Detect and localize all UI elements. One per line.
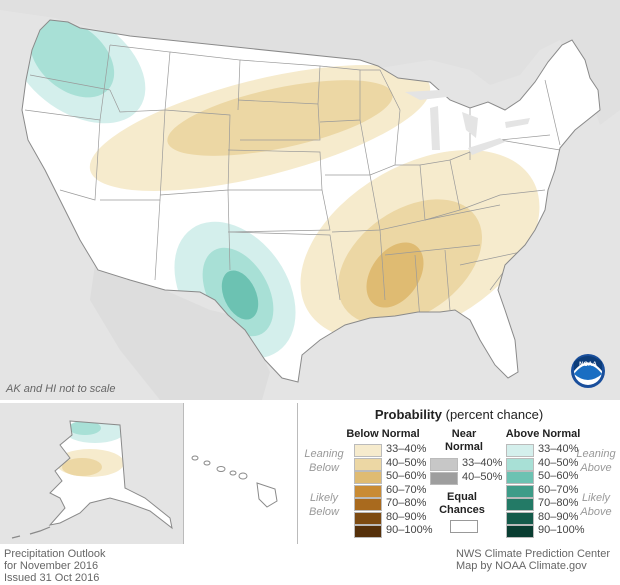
likely-above-label: Likely Above [580,492,612,518]
above-normal-range-label: 50–60% [538,470,579,482]
below-normal-range-label: 33–40% [386,443,427,455]
outlook-caption: Precipitation Outlook for November 2016 … [4,548,106,584]
above-normal-swatch [506,471,534,484]
caption-line-3: Issued 31 Oct 2016 [4,572,100,584]
lake-ontario [505,118,530,128]
noaa-logo: NOAA [571,354,605,388]
below-normal-range-label: 50–60% [386,470,427,482]
scale-note: AK and HI not to scale [6,383,116,395]
above-normal-range-label: 40–50% [538,456,579,469]
equal-chances-label: Equal Chances [439,491,485,516]
near-normal-swatch [430,458,458,471]
credits: NWS Climate Prediction Center Map by NOA… [456,548,610,572]
likely-below-label: Likely Below [309,492,339,518]
above-40-northwest [29,20,115,98]
below-40-north-plains [167,80,393,156]
legend-title-rest: (percent chance) [442,407,544,422]
lake-superior [405,90,455,100]
near-normal-range-label: 40–50% [462,470,503,483]
above-normal-range-label: 33–40% [538,443,579,455]
below-normal-range-label: 40–50% [386,456,427,469]
below-normal-range-label: 90–100% [386,524,433,536]
above-normal-swatch [506,484,534,498]
caption-line-2: for November 2016 [4,560,99,572]
near-normal-header: Near Normal [445,428,483,453]
alaska-inset [0,403,184,544]
below-normal-swatch [354,511,382,525]
below-normal-swatch [354,498,382,511]
below-normal-swatch [354,471,382,484]
below-normal-swatch [354,525,382,538]
noaa-logo-text: NOAA [579,362,597,368]
hawaii-islands [191,455,278,508]
above-normal-swatch [506,498,534,511]
above-50-texas [221,270,259,320]
below-normal-swatch [354,457,382,471]
above-normal-swatch [506,525,534,538]
above-normal-range-label: 80–90% [538,510,579,523]
above-normal-range-label: 70–80% [538,497,579,509]
above-normal-swatch [506,444,534,457]
above-normal-swatch [506,457,534,471]
lake-erie [468,138,505,155]
precipitation-outlook-map: NOAA [0,0,620,400]
below-normal-range-label: 80–90% [386,510,427,523]
below-normal-swatch [354,444,382,457]
credit-line-2: Map by NOAA Climate.gov [455,560,587,572]
above-normal-range-label: 60–70% [538,483,579,496]
below-normal-range-label: 60–70% [386,483,427,496]
near-normal-swatch [430,471,458,485]
lake-huron [462,112,478,138]
above-normal-swatch [506,511,534,525]
below-50-southeast [366,242,424,308]
legend-title: Probability (percent chance) [298,407,620,422]
alaska-shading [56,421,125,477]
leaning-below-label: Leaning Below [304,448,344,474]
mexico-land [90,265,270,400]
credit-line-1: NWS Climate Prediction Center [455,548,610,560]
probability-legend: Probability (percent chance) Below Norma… [298,403,620,544]
equal-chances-swatch [450,520,478,533]
above-normal-header: Above Normal [505,428,581,440]
lake-michigan [430,106,440,150]
near-normal-range-label: 33–40% [462,457,503,469]
below-normal-header: Below Normal [346,428,420,440]
legend-title-bold: Probability [374,407,442,422]
hawaii-inset [185,403,298,544]
canada-land [0,0,620,125]
aleutian-islands [11,526,51,539]
above-normal-range-label: 90–100% [538,524,585,536]
below-normal-range-label: 70–80% [386,497,427,509]
below-normal-swatch [354,484,382,498]
leaning-above-label: Leaning Above [576,448,616,474]
caption-line-1: Precipitation Outlook [4,548,106,560]
